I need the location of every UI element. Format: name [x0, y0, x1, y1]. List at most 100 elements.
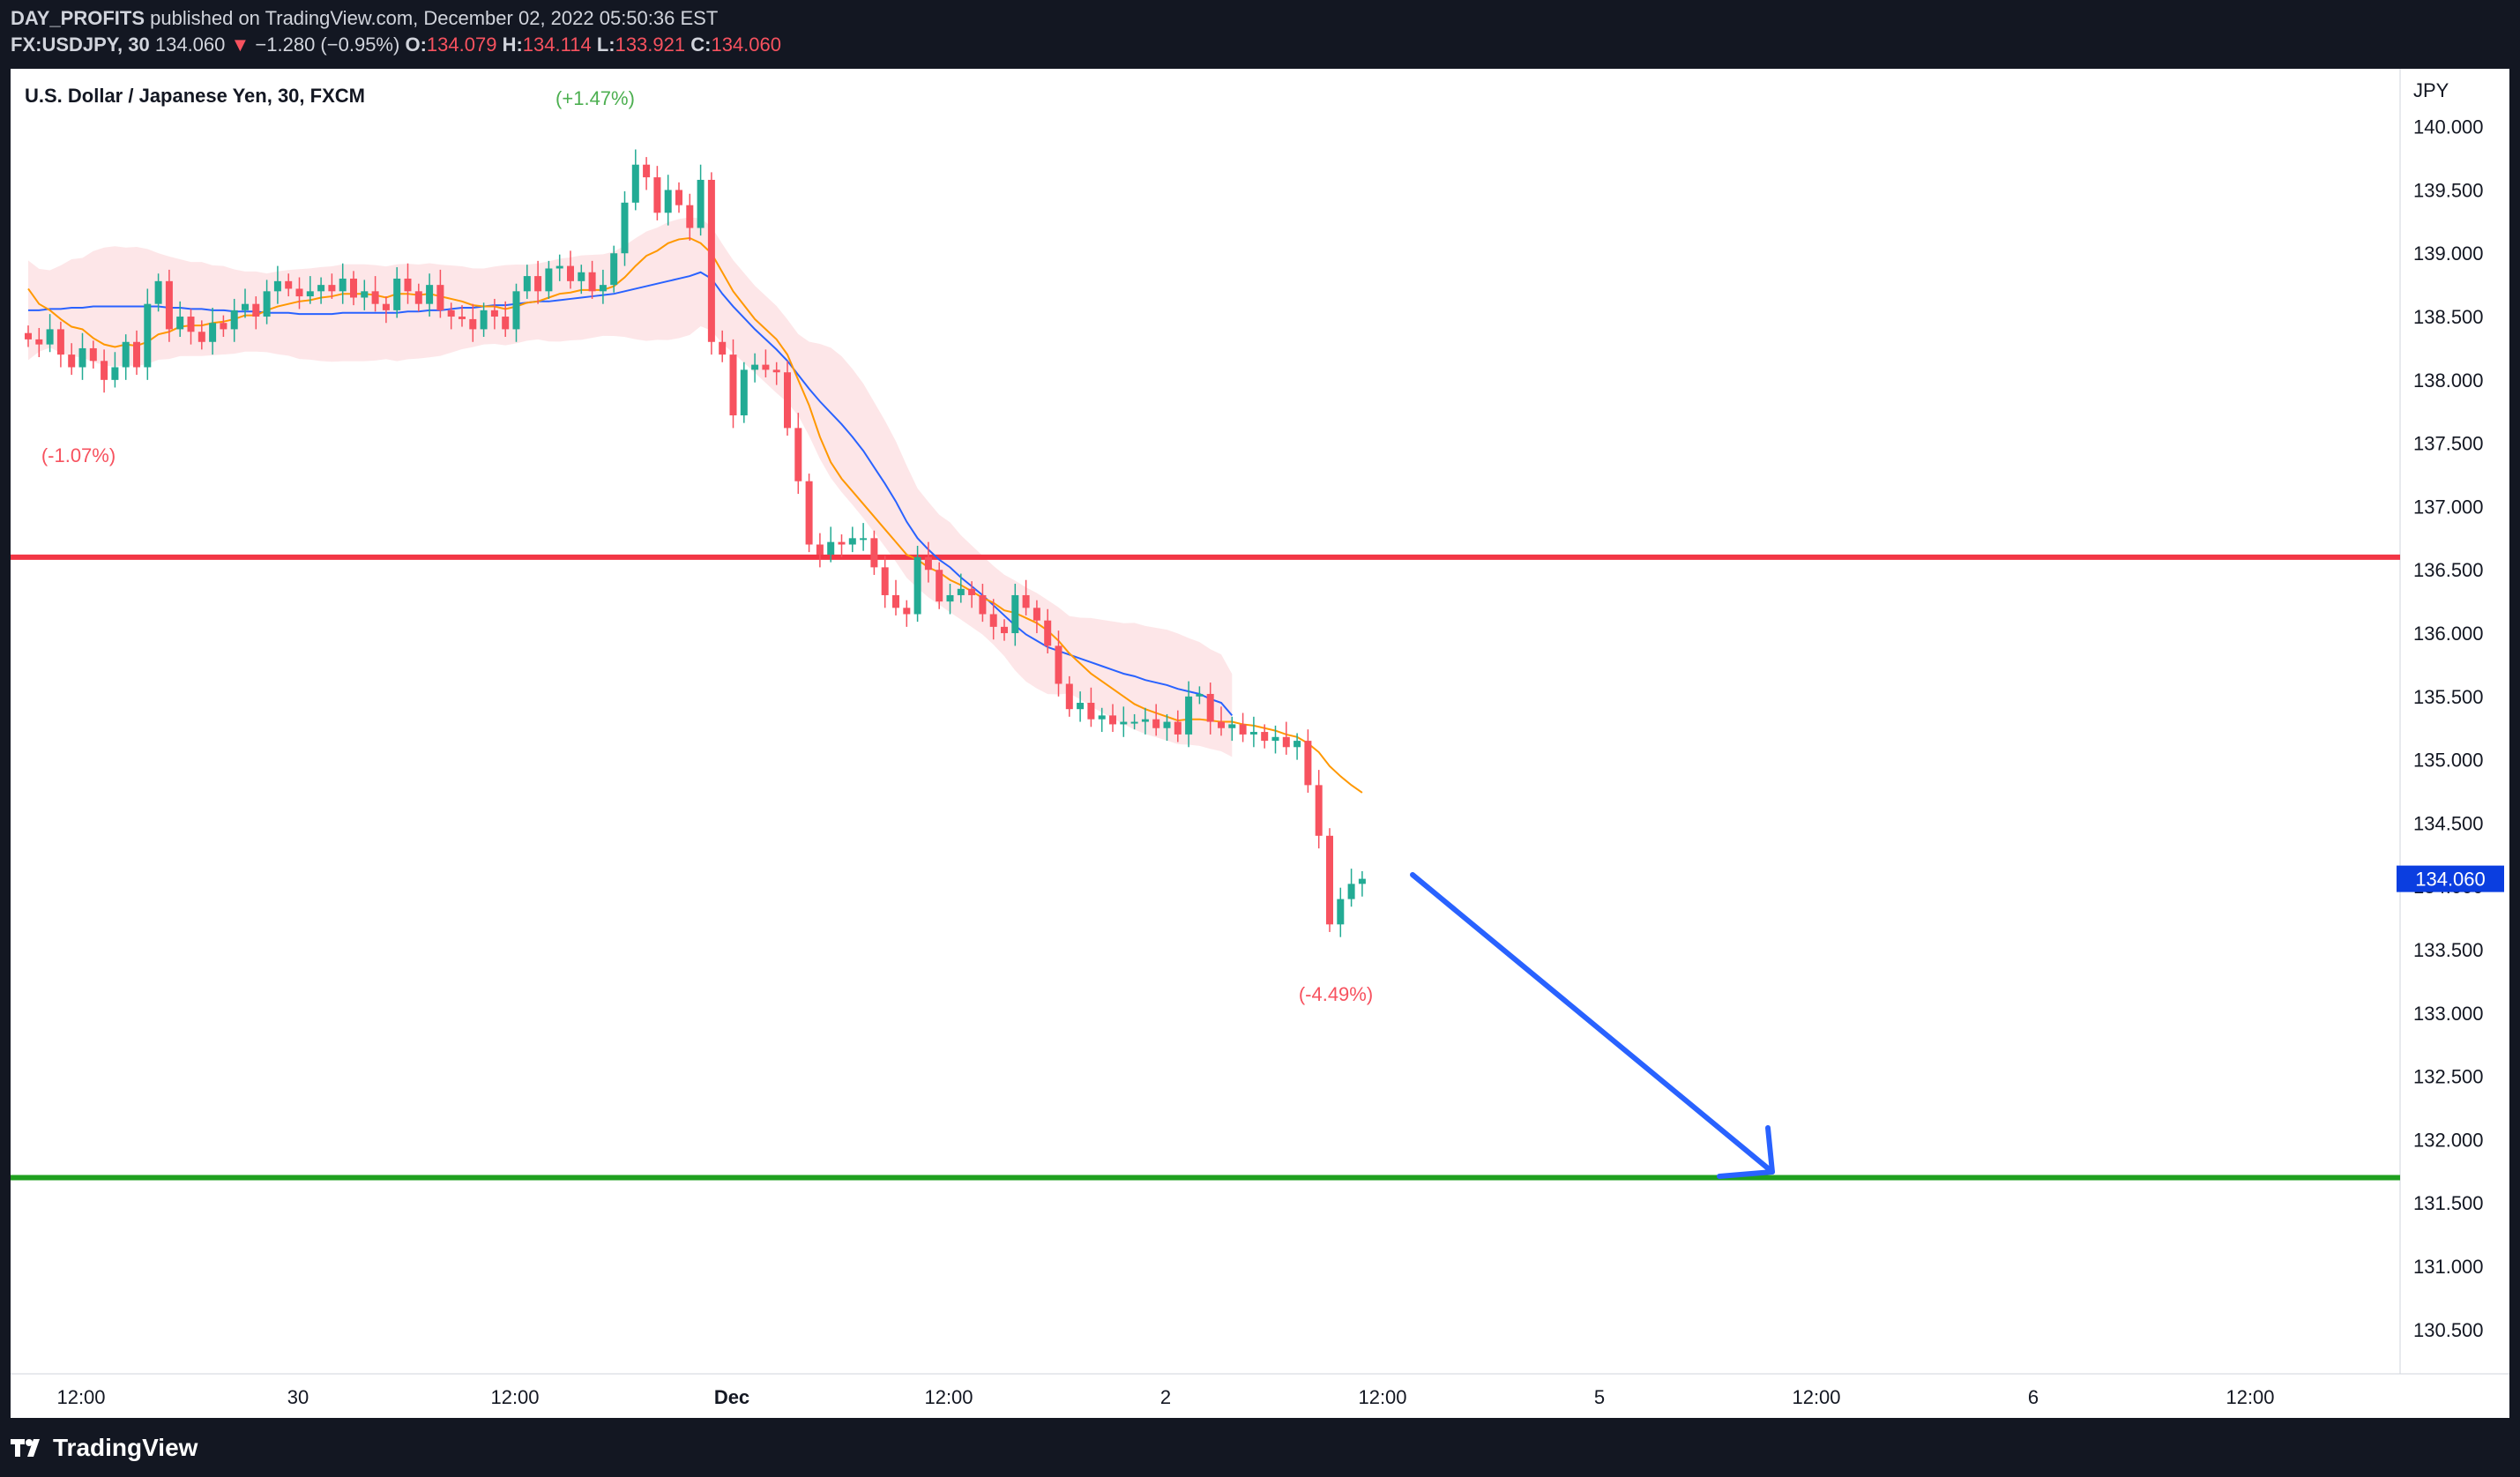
candle-body: [480, 310, 488, 330]
y-tick-label: 131.000: [2413, 1256, 2484, 1278]
candle-body: [1001, 626, 1008, 634]
candle-body: [328, 285, 336, 292]
open-value: 134.079: [426, 34, 497, 56]
candle-body: [924, 556, 932, 571]
candle-body: [1347, 884, 1355, 899]
percent-annotation: (+1.47%): [555, 87, 635, 109]
candle-body: [555, 265, 563, 269]
candle-body: [545, 268, 553, 292]
candle-body: [1218, 721, 1225, 728]
candle-body: [285, 280, 293, 289]
candle-body: [827, 541, 835, 556]
candle-body: [1304, 741, 1312, 786]
tradingview-logo[interactable]: TradingView: [11, 1430, 198, 1466]
candle-body: [1109, 715, 1116, 725]
candle-body: [1196, 693, 1204, 697]
candle-body: [1087, 703, 1095, 720]
candle-body: [729, 354, 737, 416]
candle-body: [913, 556, 921, 615]
candle-body: [1282, 736, 1290, 748]
tradingview-logo-icon: [11, 1439, 40, 1457]
y-tick-label: 139.000: [2413, 242, 2484, 265]
candle-body: [209, 323, 217, 342]
candle-body: [1249, 732, 1257, 735]
close-value: 134.060: [711, 34, 781, 56]
symbol-info: FX:USDJPY, 30 134.060 ▼ −1.280 (−0.95%) …: [11, 34, 781, 56]
candle-body: [187, 317, 195, 332]
high-label: H:: [502, 34, 523, 56]
chart-area[interactable]: (+1.47%) (-1.07%) (-4.49%) U.S. Dollar / Ja…: [11, 69, 2509, 1418]
candle-body: [599, 285, 607, 292]
candle-body: [762, 364, 770, 370]
candle-body: [1174, 721, 1182, 735]
candle-body: [306, 291, 314, 297]
x-tick-label: 5: [1594, 1386, 1605, 1408]
tradingview-brand: TradingView: [53, 1434, 198, 1461]
candle-body: [350, 278, 357, 298]
last-price-tag: [2397, 865, 2504, 892]
candle-body: [1130, 721, 1138, 724]
candle-body: [697, 179, 705, 228]
candle-body: [1326, 835, 1333, 925]
candle-body: [371, 291, 379, 304]
x-tick-label: 12:00: [1792, 1386, 1840, 1408]
candle-body: [469, 318, 477, 330]
ema-fast-line: [27, 236, 1363, 794]
chart-title: U.S. Dollar / Japanese Yen, 30, FXCM: [25, 85, 365, 107]
candle-body: [25, 332, 32, 339]
chart-header: DAY_PROFITS published on TradingView.com…: [0, 0, 2520, 69]
candle-body: [751, 364, 759, 370]
high-value: 134.114: [522, 34, 592, 56]
y-tick-label: 136.500: [2413, 559, 2484, 581]
projection-arrow-icon: [1410, 872, 1775, 1175]
publisher-name[interactable]: DAY_PROFITS: [11, 7, 145, 29]
last-price: 134.060: [154, 34, 226, 56]
x-tick-label: 12:00: [2226, 1386, 2274, 1408]
chart-footer: TradingView: [0, 1418, 2520, 1477]
candle-body: [719, 341, 727, 355]
candle-body: [1185, 696, 1193, 735]
candle-body: [1098, 715, 1106, 720]
y-tick-label: 137.500: [2413, 433, 2484, 455]
candle-body: [273, 280, 281, 292]
y-tick-label: 132.500: [2413, 1066, 2484, 1088]
candle-body: [122, 341, 130, 368]
symbol-label: FX:USDJPY, 30: [11, 34, 150, 56]
candle-body: [1315, 785, 1323, 836]
candle-body: [936, 570, 943, 602]
candle-body: [1120, 721, 1128, 725]
candle-body: [144, 303, 152, 368]
candle-body: [968, 588, 976, 595]
y-tick-label: 133.500: [2413, 939, 2484, 961]
candle-body: [870, 538, 878, 568]
x-tick-label: 30: [287, 1386, 309, 1408]
candle-body: [838, 541, 846, 545]
price-change: −1.280 (−0.95%): [255, 34, 400, 56]
candle-body: [242, 303, 249, 310]
candle-body: [459, 317, 466, 319]
candle-body: [707, 179, 715, 342]
chart-canvas[interactable]: (+1.47%) (-1.07%) (-4.49%) U.S. Dollar / Ja…: [11, 69, 2509, 1418]
candle-body: [686, 205, 694, 228]
candle-body: [621, 202, 629, 254]
candle-body: [490, 310, 498, 317]
candle-body: [740, 369, 748, 416]
x-tick-label: 12:00: [490, 1386, 539, 1408]
close-label: C:: [690, 34, 712, 56]
candle-body: [198, 332, 205, 342]
x-tick-label: 12:00: [1358, 1386, 1406, 1408]
low-value: 133.921: [615, 34, 686, 56]
candle-body: [220, 323, 227, 330]
candle-body: [989, 614, 997, 627]
volatility-band: [28, 217, 1233, 757]
candle-body: [101, 361, 108, 380]
candle-body: [1152, 719, 1160, 728]
candle-body: [404, 278, 412, 292]
publish-text: published on TradingView.com, December 0…: [150, 7, 719, 29]
y-tick-label: 135.500: [2413, 686, 2484, 708]
candle-body: [447, 310, 455, 317]
publish-info: DAY_PROFITS published on TradingView.com…: [11, 7, 718, 30]
candle-body: [675, 190, 682, 205]
candle-body: [295, 288, 303, 297]
x-tick-label: 6: [2028, 1386, 2039, 1408]
